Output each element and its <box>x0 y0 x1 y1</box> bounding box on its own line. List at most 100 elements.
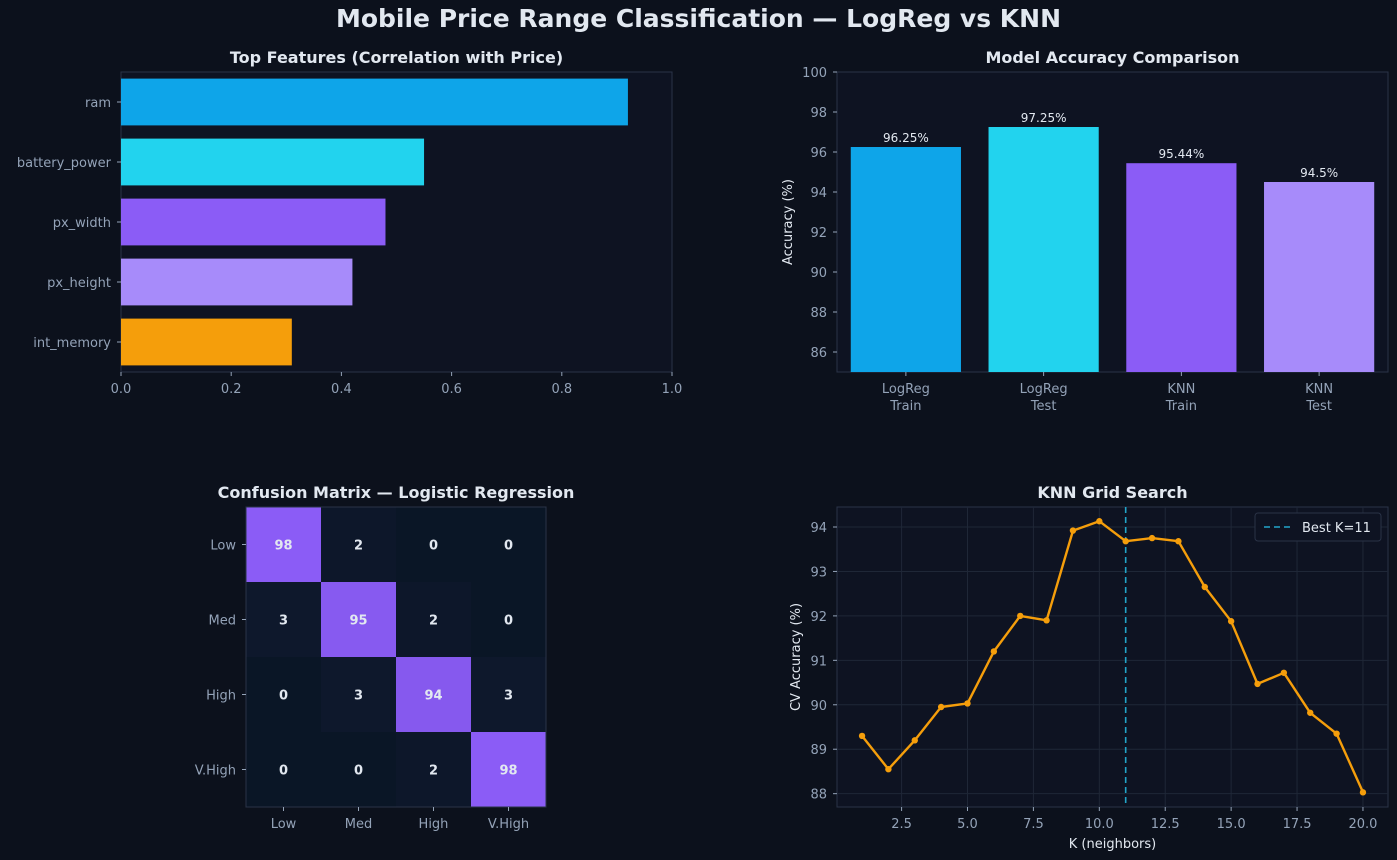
data-point <box>885 766 892 773</box>
chart-title: Top Features (Correlation with Price) <box>230 48 563 67</box>
cell-value: 0 <box>354 764 363 779</box>
cell-value: 0 <box>279 689 288 704</box>
heatmap-cell <box>246 732 321 807</box>
heatmap-cell <box>321 657 396 732</box>
row-label: Med <box>209 614 236 629</box>
y-tick-label: 98 <box>810 106 827 121</box>
heatmap-cell <box>471 582 546 657</box>
cv-accuracy-line <box>861 520 1365 793</box>
data-label: 95.44% <box>1158 147 1204 161</box>
data-point <box>1333 730 1340 737</box>
y-tick-label: 89 <box>810 743 827 758</box>
data-label: 94.5% <box>1300 166 1338 180</box>
data-point <box>1096 518 1103 525</box>
data-point <box>1017 612 1024 620</box>
legend-label: Best K=11 <box>1302 521 1371 536</box>
grid-search-panel: KNN Grid Search 2.5 5.0 7.5 10.0 12.5 15.0 17.5… <box>789 483 1389 852</box>
cell-value: 2 <box>354 539 363 554</box>
x-tick-label: 17.5 <box>1283 817 1312 832</box>
cell-value: 95 <box>349 614 367 629</box>
bar-int_memory <box>121 318 292 366</box>
heatmap-cell <box>396 507 471 582</box>
data-point <box>1280 669 1288 676</box>
x-tick-label: 15.0 <box>1217 817 1246 832</box>
data-point <box>964 700 971 707</box>
heatmap-frame <box>245 506 547 808</box>
y-tick-label: battery_power <box>17 156 112 171</box>
y-axis-label: CV Accuracy (%) <box>789 603 804 711</box>
x-tick-label: KNN <box>1167 382 1195 397</box>
data-point <box>990 648 998 655</box>
cell-value: 3 <box>354 689 363 704</box>
data-label: 97.25% <box>1021 111 1067 125</box>
heatmap-cell <box>396 732 471 807</box>
data-label: 96.25% <box>883 131 929 145</box>
x-tick-label: Test <box>1305 399 1332 414</box>
x-tick-label: 1.0 <box>662 382 683 397</box>
row-label: Low <box>210 539 236 554</box>
heatmap-cell <box>471 657 546 732</box>
legend: Best K=11 <box>1254 512 1382 542</box>
x-tick-label: KNN <box>1305 382 1333 397</box>
x-tick-label: 12.5 <box>1151 817 1180 832</box>
heatmap-cell <box>321 732 396 807</box>
x-tick-label: 0.2 <box>221 382 242 397</box>
column-label: Low <box>271 817 297 832</box>
y-tick-label: 100 <box>802 66 827 81</box>
y-tick-label: 90 <box>810 266 827 281</box>
data-point <box>1122 538 1129 545</box>
bar-logreg-train <box>850 147 961 372</box>
confusion-matrix-panel: Confusion Matrix — Logistic Regression 98… <box>195 483 575 832</box>
y-axis-label: Accuracy (%) <box>781 179 796 265</box>
cell-value: 98 <box>274 539 292 554</box>
x-tick-label: 20.0 <box>1348 817 1377 832</box>
bar-knn-train <box>1126 163 1237 372</box>
chart-title: KNN Grid Search <box>1037 483 1187 502</box>
data-point <box>937 703 945 711</box>
y-tick-label: 93 <box>810 565 827 580</box>
y-tick-label: 91 <box>810 654 827 669</box>
cell-value: 0 <box>429 539 438 554</box>
cell-value: 0 <box>504 539 513 554</box>
data-point <box>1043 617 1050 624</box>
heatmap-cell <box>471 732 546 807</box>
x-tick-label: Train <box>1165 399 1197 414</box>
data-point <box>1201 583 1208 591</box>
row-label: V.High <box>195 764 236 779</box>
data-point <box>1359 789 1367 796</box>
x-tick-label: 2.5 <box>891 817 912 832</box>
heatmap-cell <box>246 657 321 732</box>
cell-value: 0 <box>279 764 288 779</box>
y-tick-label: px_width <box>53 216 111 231</box>
cell-value: 3 <box>504 689 513 704</box>
bar-px_width <box>121 198 386 246</box>
y-tick-label: 94 <box>810 521 827 536</box>
heatmap-cell <box>471 507 546 582</box>
x-tick-label: 5.0 <box>957 817 978 832</box>
bar-knn-test <box>1264 182 1375 372</box>
data-point <box>1069 527 1077 534</box>
x-tick-label: LogReg <box>882 382 930 397</box>
heatmap-cell <box>321 582 396 657</box>
features-panel: Top Features (Correlation with Price) ram… <box>17 48 682 397</box>
x-tick-label: 0.4 <box>331 382 352 397</box>
bar-px_height <box>121 258 353 306</box>
legend-box <box>1254 512 1382 542</box>
data-point <box>1227 618 1235 625</box>
bar-logreg-test <box>988 127 1099 372</box>
x-tick-label: 0.6 <box>441 382 462 397</box>
y-tick-label: 88 <box>810 788 827 803</box>
column-label: Med <box>345 817 372 832</box>
x-tick-label: Test <box>1030 399 1057 414</box>
cell-value: 0 <box>504 614 513 629</box>
data-point <box>911 737 918 744</box>
data-point <box>858 732 866 740</box>
x-tick-label: 0.0 <box>111 382 132 397</box>
heatmap-cell <box>246 507 321 582</box>
accuracy-panel: Model Accuracy Comparison 96.25% LogReg Tra… <box>781 48 1389 414</box>
chart-title: Confusion Matrix — Logistic Regression <box>218 483 575 502</box>
bar-battery_power <box>121 138 425 186</box>
y-tick-label: 92 <box>810 610 827 625</box>
cell-value: 2 <box>429 764 438 779</box>
cell-value: 94 <box>424 689 442 704</box>
